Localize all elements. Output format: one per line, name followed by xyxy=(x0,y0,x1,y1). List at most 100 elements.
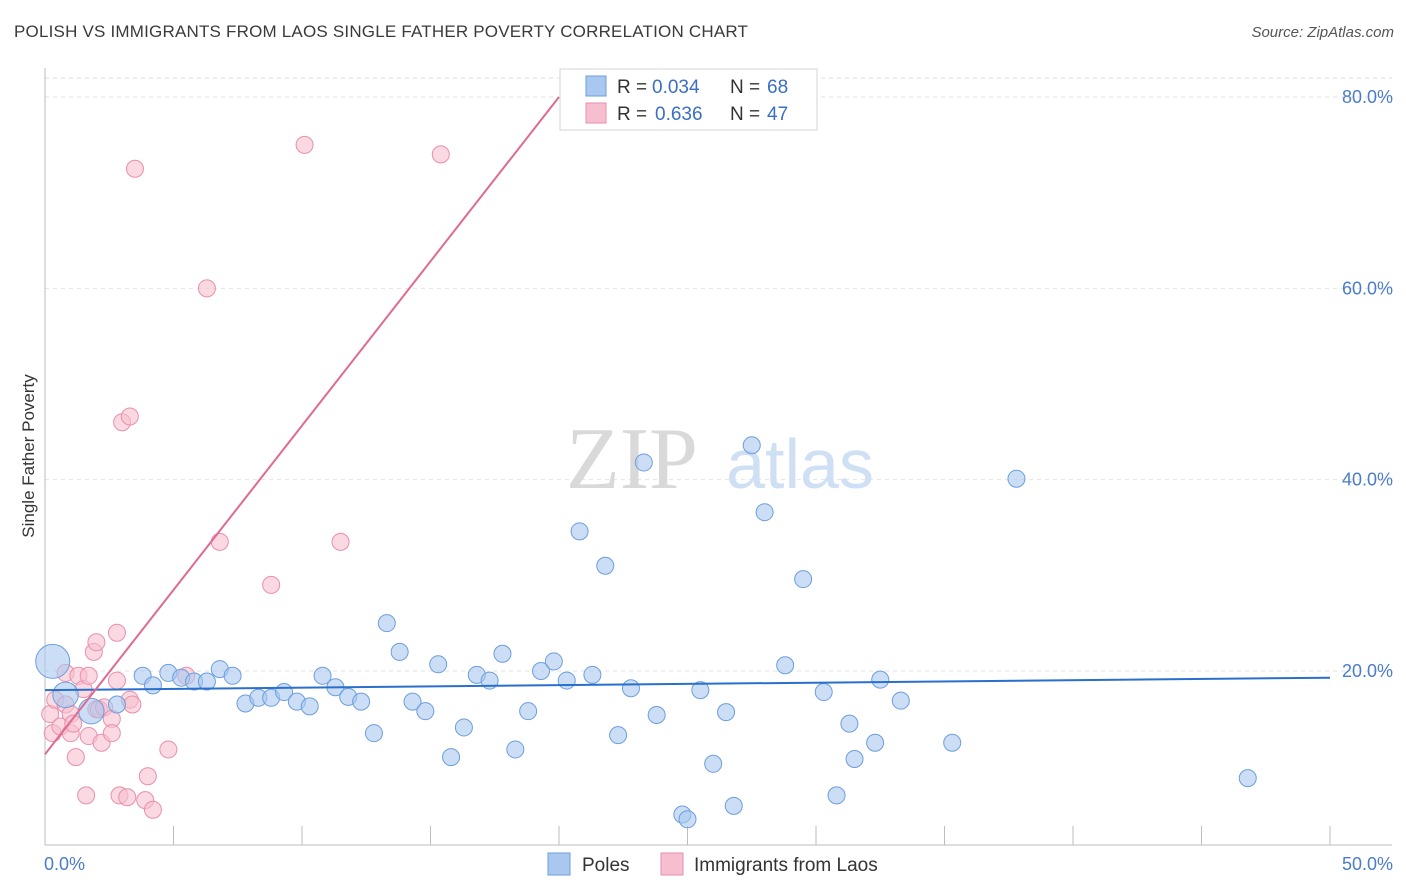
poles-point xyxy=(223,666,242,685)
grid xyxy=(45,77,1392,672)
laos-point xyxy=(262,575,281,594)
poles-point xyxy=(107,695,126,714)
poles-point xyxy=(871,670,890,689)
laos-point xyxy=(107,623,126,642)
poles-point xyxy=(544,652,563,671)
poles-point xyxy=(621,679,640,698)
legend-r-value-poles: 0.034 xyxy=(652,77,700,98)
poles-point xyxy=(1007,469,1026,488)
watermark-zip: ZIP xyxy=(566,411,698,508)
poles-point xyxy=(532,662,551,680)
poles-point xyxy=(570,522,589,541)
poles-point xyxy=(442,748,461,767)
laos-point xyxy=(197,279,216,298)
y-tick-label: 60.0% xyxy=(1342,278,1393,298)
poles-point xyxy=(506,740,525,759)
bottom-legend-swatch-poles xyxy=(547,852,571,876)
laos-point xyxy=(87,633,106,652)
poles-point xyxy=(197,672,216,691)
legend-r-label-poles: R = xyxy=(617,77,647,98)
trend-lines xyxy=(44,96,1331,755)
laos-point xyxy=(159,740,178,759)
laos-point xyxy=(431,145,450,164)
poles-point xyxy=(742,436,761,455)
x-tick-label-min: 0.0% xyxy=(44,854,85,874)
watermark-atlas: atlas xyxy=(726,425,874,503)
laos-point xyxy=(79,666,98,685)
poles-point xyxy=(827,786,846,805)
laos-point xyxy=(331,532,350,551)
laos-point xyxy=(125,159,144,178)
legend-n-label-poles: N = xyxy=(730,77,760,98)
tick-labels: 20.0% 40.0% 60.0% 80.0% 0.0% 50.0% xyxy=(44,87,1393,874)
legend-swatch-poles xyxy=(585,75,607,97)
poles-point xyxy=(724,796,743,815)
poles-point xyxy=(596,556,615,575)
laos-point xyxy=(120,407,139,426)
trend-line-poles xyxy=(44,676,1331,692)
poles-point xyxy=(429,655,448,674)
y-tick-label: 40.0% xyxy=(1342,470,1393,490)
laos-point xyxy=(143,800,162,819)
laos-point xyxy=(66,748,85,767)
bottom-legend-poles: Poles xyxy=(582,855,630,876)
poles-point xyxy=(557,671,576,690)
poles-point xyxy=(583,665,602,684)
poles-point xyxy=(845,750,864,769)
poles-point xyxy=(840,714,859,733)
chart-title: POLISH VS IMMIGRANTS FROM LAOS SINGLE FA… xyxy=(14,22,749,41)
legend-r-label-laos: R = xyxy=(617,104,647,125)
poles-point xyxy=(704,754,723,773)
legend: R = 0.034 N = 68 R = 0.636 N = 47 xyxy=(559,68,818,131)
legend-swatch-laos xyxy=(585,102,607,124)
series-poles xyxy=(35,436,1257,829)
laos-point xyxy=(295,135,314,154)
poles-point xyxy=(609,726,628,745)
legend-r-value-laos: 0.636 xyxy=(655,104,703,125)
poles-point xyxy=(377,614,396,633)
poles-point xyxy=(814,683,833,702)
poles-point xyxy=(352,692,371,711)
poles-point xyxy=(519,702,538,721)
chart-source: Source: ZipAtlas.com xyxy=(1251,24,1394,41)
poles-point xyxy=(755,503,774,522)
laos-point xyxy=(118,788,137,807)
watermark: ZIP atlas xyxy=(566,411,874,508)
legend-n-label-laos: N = xyxy=(730,104,760,125)
poles-point xyxy=(35,643,71,679)
x-tick-label-max: 50.0% xyxy=(1342,854,1393,874)
bottom-legend-swatch-laos xyxy=(660,852,684,876)
poles-point xyxy=(691,681,710,700)
poles-point xyxy=(634,453,653,472)
poles-point xyxy=(943,733,962,752)
poles-point xyxy=(493,644,512,663)
poles-point xyxy=(300,697,319,716)
poles-point xyxy=(866,733,885,752)
poles-point xyxy=(364,724,383,743)
laos-point xyxy=(123,695,142,714)
poles-point xyxy=(776,656,795,675)
y-axis-label: Single Father Poverty xyxy=(19,374,38,538)
y-tick-label: 80.0% xyxy=(1342,87,1393,107)
poles-point xyxy=(78,697,105,725)
bottom-legend-laos: Immigrants from Laos xyxy=(694,855,878,876)
poles-point xyxy=(403,692,422,711)
series-immigrants-from-laos xyxy=(41,135,450,819)
laos-point xyxy=(77,786,96,805)
legend-n-value-laos: 47 xyxy=(767,104,788,125)
trend-line-laos xyxy=(44,96,560,755)
poles-point xyxy=(416,702,435,721)
y-tick-label: 20.0% xyxy=(1342,661,1393,681)
poles-point xyxy=(1238,769,1257,788)
bottom-legend: Poles Immigrants from Laos xyxy=(547,852,878,876)
poles-point xyxy=(891,691,910,710)
poles-point xyxy=(390,642,409,661)
poles-point xyxy=(454,718,473,737)
laos-point xyxy=(138,767,157,786)
poles-point xyxy=(794,570,813,589)
laos-point xyxy=(64,714,83,733)
axes xyxy=(44,68,1392,846)
legend-n-value-poles: 68 xyxy=(767,77,788,98)
laos-point xyxy=(107,671,126,690)
